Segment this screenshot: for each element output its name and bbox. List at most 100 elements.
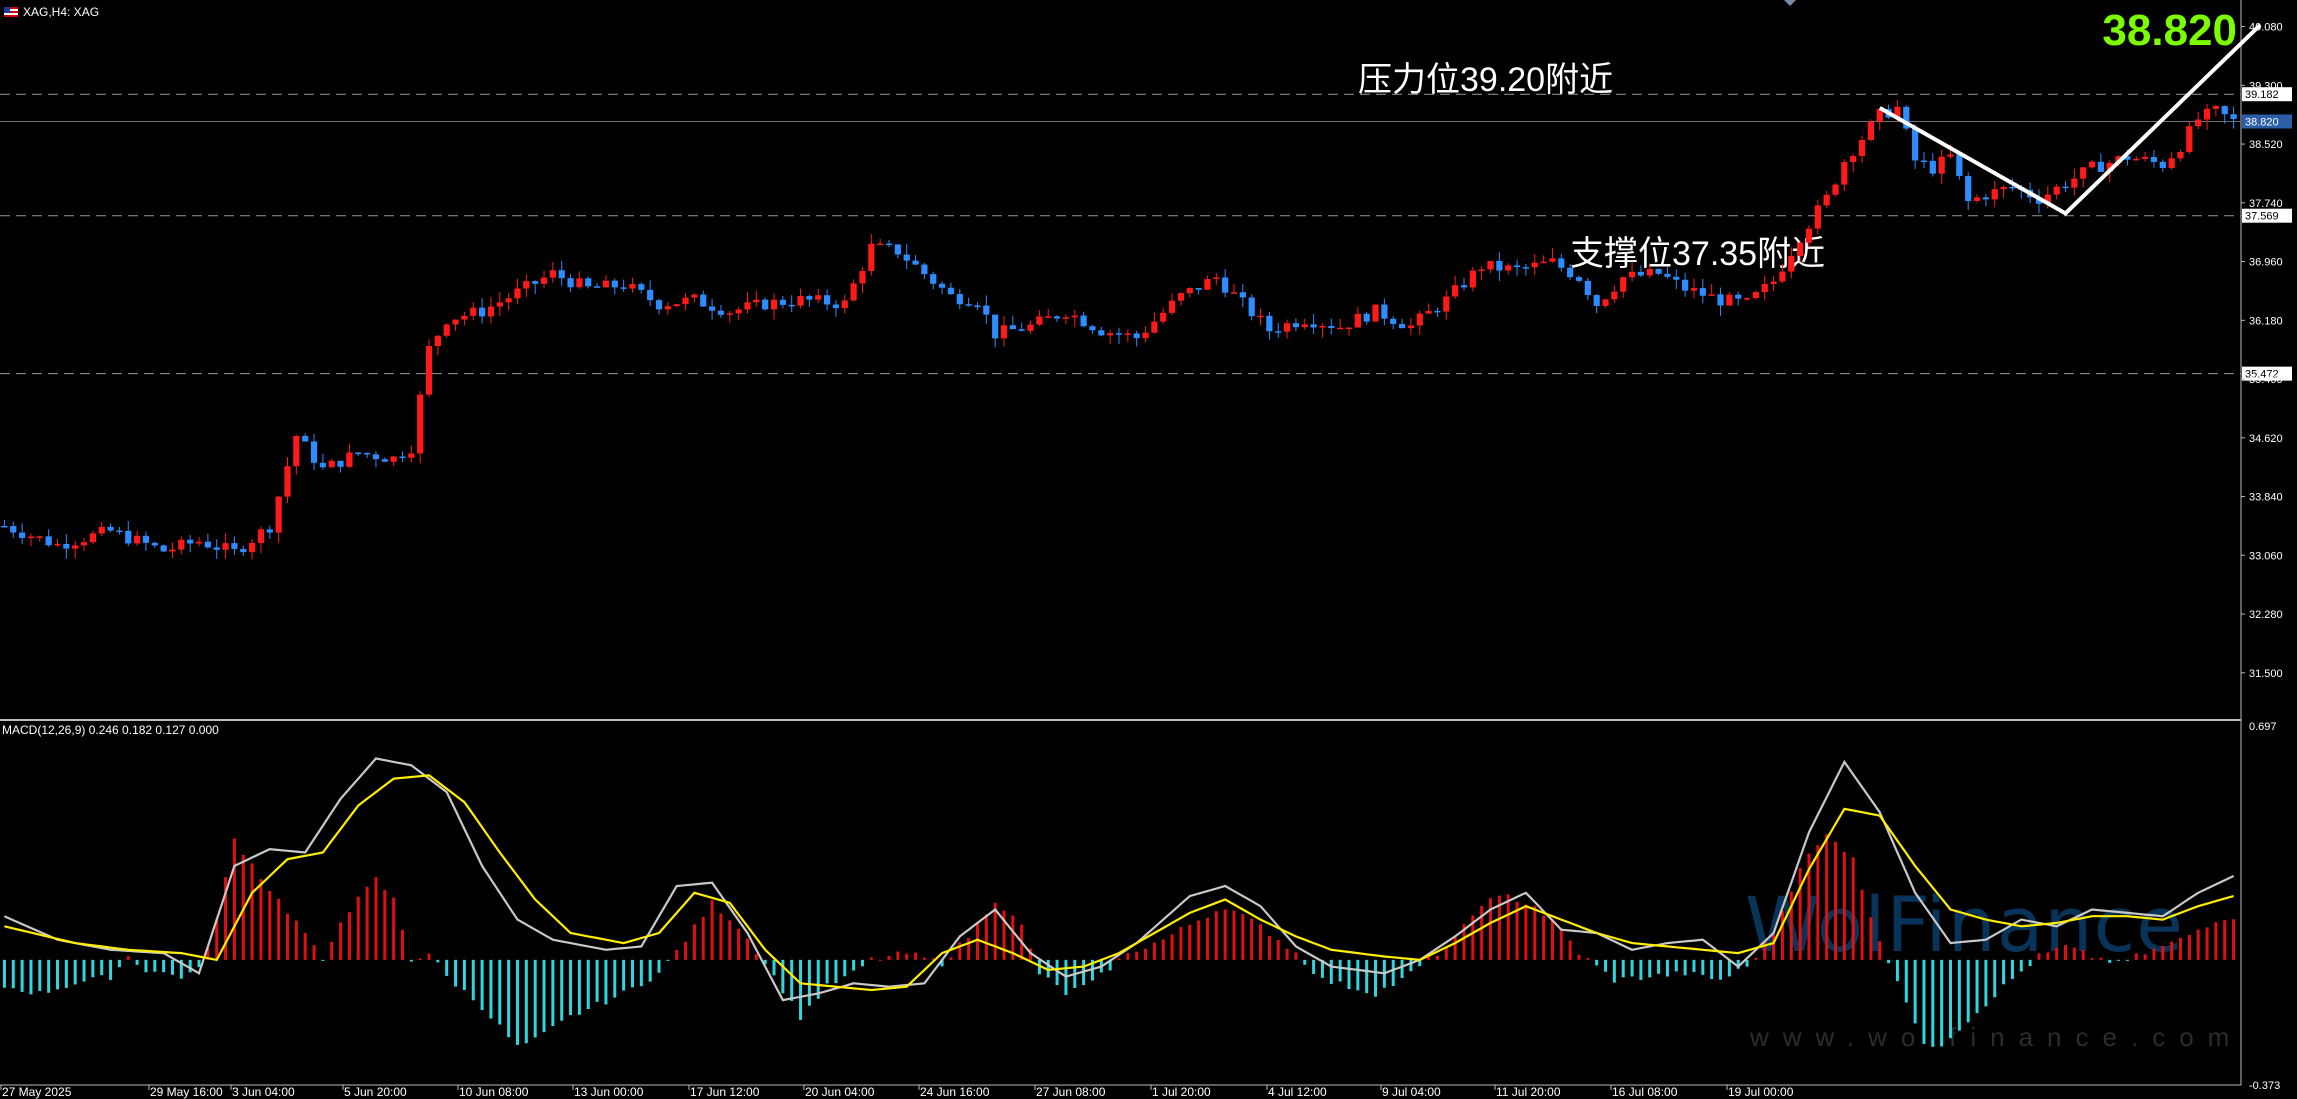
candle-body [576,278,583,288]
macd-histogram-bar [418,958,422,960]
macd-histogram-bar [1727,959,1731,977]
macd-histogram-bar [1400,959,1404,978]
candle-body [1903,106,1910,129]
scroll-marker-icon [1784,0,1796,6]
candle-body [1956,154,1963,177]
macd-histogram-bar [630,959,634,988]
candle-body [2230,114,2237,120]
candle-body [549,270,556,278]
candle-body [381,459,388,462]
macd-histogram-bar [1780,910,1784,960]
macd-tick-label-1: -0.373 [2249,1080,2280,1092]
macd-histogram-bar [64,959,68,988]
macd-histogram-bar [1312,959,1316,974]
candle-body [1531,262,1538,268]
candle-body [1027,324,1034,331]
macd-histogram-bar [1108,959,1112,971]
macd-histogram-bar [701,916,705,960]
macd-histogram-bar [1949,959,1953,1039]
candle-body [2097,161,2104,172]
candle-body [319,462,326,468]
candle-body [1655,269,1662,274]
macd-histogram-bar [1913,959,1917,1024]
macd-histogram-bar [144,959,148,973]
resistance-annotation: 压力位39.20附近 [1358,61,1614,99]
candle-body [726,313,733,315]
macd-histogram-bar [2072,947,2076,960]
macd-histogram-bar [188,959,192,973]
candle-body [611,280,618,288]
candle-body [647,289,654,301]
macd-histogram-bar [852,959,856,971]
candle-body [947,287,955,295]
candle-body [532,281,539,284]
macd-histogram-bar [2,959,6,988]
macd-histogram-bar [2081,950,2085,960]
macd-histogram-bar [1480,906,1484,960]
candle-body [2133,158,2140,161]
candle-body [2186,126,2193,152]
macd-histogram-bar [1595,959,1599,966]
macd-histogram-bar [1904,959,1908,1003]
candle-body [717,310,725,315]
candle-body [337,460,344,467]
candle-body [1213,277,1220,280]
macd-histogram-bar [400,929,404,960]
time-label-0: 27 May 2025 [2,1085,72,1099]
candle-body [1858,139,1866,157]
macd-histogram-bar [515,959,519,1045]
candle-body [266,529,273,533]
candle-body [452,319,459,325]
macd-histogram-bar [1604,959,1608,972]
candle-body [841,300,848,309]
macd-histogram-bar [2232,919,2236,960]
candle-body [1177,293,1185,301]
candle-body [1876,109,1883,122]
macd-histogram-bar [914,952,918,960]
macd-histogram-bar [1736,959,1740,969]
macd-histogram-bar [1435,955,1439,960]
macd-histogram-bar [1179,927,1183,960]
macd-histogram-bar [1710,959,1714,979]
macd-histogram-bar [462,959,466,991]
candle-body [408,453,415,458]
macd-histogram-bar [1542,915,1546,960]
candle-body [1973,197,1981,201]
candle-body [1505,265,1512,271]
macd-histogram-bar [1232,910,1236,960]
macd-histogram-bar [268,891,272,960]
candle-body [19,532,26,538]
macd-histogram-bar [1418,959,1422,967]
candle-body [1195,288,1202,290]
candle-body [770,299,778,310]
macd-histogram-bar [277,899,281,960]
candle-body [1761,284,1768,293]
macd-histogram-bar [799,959,803,1020]
candle-body [1045,316,1052,318]
macd-histogram-bar [675,949,679,960]
candle-body [921,264,928,275]
candle-body [479,307,486,317]
macd-histogram-bar [666,959,670,961]
macd-histogram-bar [551,959,555,1027]
time-label-5: 13 Jun 00:00 [574,1085,644,1099]
chart-header: XAG,H4: XAG [0,4,99,20]
macd-histogram-bar [1630,959,1634,977]
macd-histogram-bar [383,890,387,960]
candle-body [169,549,176,552]
price-tick-label-1: 39.300 [2249,80,2283,92]
candle-body [45,536,52,546]
macd-histogram-bar [860,959,864,967]
macd-histogram-bar [454,959,458,987]
macd-histogram-bar [2108,959,2112,963]
candle-body [514,288,521,299]
price-tick-label-8: 33.840 [2249,492,2283,504]
macd-histogram-bar [1002,910,1006,960]
macd-histogram-bar [1550,919,1554,960]
macd-line [3,757,2235,1002]
candle-body [1310,324,1317,328]
macd-histogram-bar [2161,946,2165,960]
macd-histogram-bar [1161,939,1165,960]
candle-body [346,452,353,467]
